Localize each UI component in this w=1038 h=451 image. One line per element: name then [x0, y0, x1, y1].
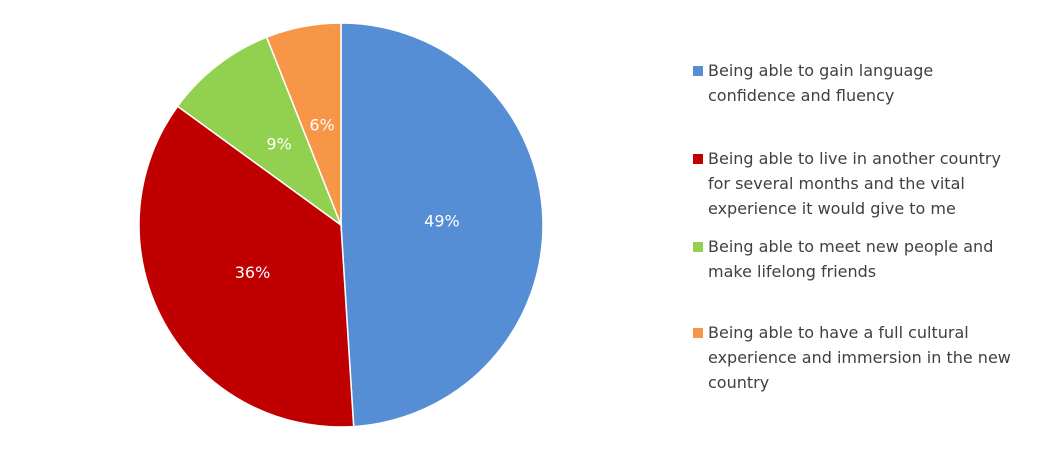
legend-swatch	[693, 154, 703, 164]
legend-item: Being able to live in another country fo…	[690, 146, 1020, 234]
legend-item: Being able to meet new people and make l…	[690, 234, 1020, 320]
legend-swatch	[693, 66, 703, 76]
pie-slice	[176, 36, 343, 228]
legend-item: Being able to have a full cultural exper…	[690, 320, 1020, 395]
data-label: 6%	[309, 115, 334, 134]
pie-slice	[138, 105, 355, 428]
data-label: 9%	[266, 135, 291, 154]
pie-slice	[340, 22, 544, 428]
legend-label: Being able to have a full cultural exper…	[708, 323, 1011, 392]
legend-swatch	[693, 242, 703, 252]
legend-label: Being able to gain language confidence a…	[708, 61, 934, 105]
legend-label: Being able to meet new people and make l…	[708, 237, 994, 281]
legend-label: Being able to live in another country fo…	[708, 149, 1001, 218]
data-label: 49%	[424, 211, 460, 230]
pie-slice	[265, 22, 342, 226]
data-label: 36%	[235, 263, 271, 282]
legend: Being able to gain language confidence a…	[690, 58, 1030, 395]
legend-item: Being able to gain language confidence a…	[690, 58, 1020, 146]
legend-swatch	[693, 328, 703, 338]
